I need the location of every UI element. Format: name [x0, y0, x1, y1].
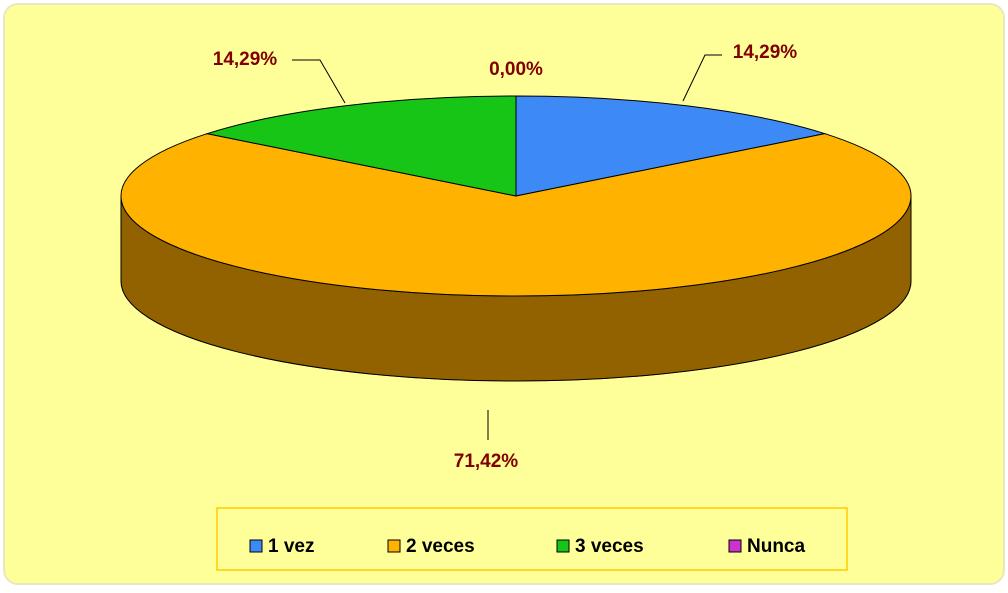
- leader-line: [682, 54, 722, 102]
- pie-tops: [120, 95, 912, 297]
- legend-label: Nunca: [747, 536, 806, 557]
- legend-label: 3 veces: [575, 536, 644, 557]
- leader-line: [292, 59, 346, 104]
- data-label: 14,29%: [213, 49, 278, 70]
- legend-swatch: [556, 539, 570, 553]
- legend-swatch: [728, 539, 742, 553]
- legend-swatch: [387, 539, 401, 553]
- legend: 1 vez 2 veces 3 veces Nunca: [249, 536, 806, 557]
- legend-swatch: [249, 539, 263, 553]
- slice: [205, 95, 517, 197]
- data-label: 14,29%: [733, 42, 798, 63]
- legend-box: [216, 507, 848, 571]
- legend-label: 2 veces: [406, 536, 475, 557]
- slice: [120, 133, 912, 297]
- data-label: 0,00%: [489, 59, 543, 80]
- labels: 14,29% 71,42% 14,29% 0,00%: [213, 42, 798, 472]
- legend-label: 1 vez: [268, 536, 314, 557]
- slice: [515, 95, 827, 197]
- data-label: 71,42%: [454, 451, 519, 472]
